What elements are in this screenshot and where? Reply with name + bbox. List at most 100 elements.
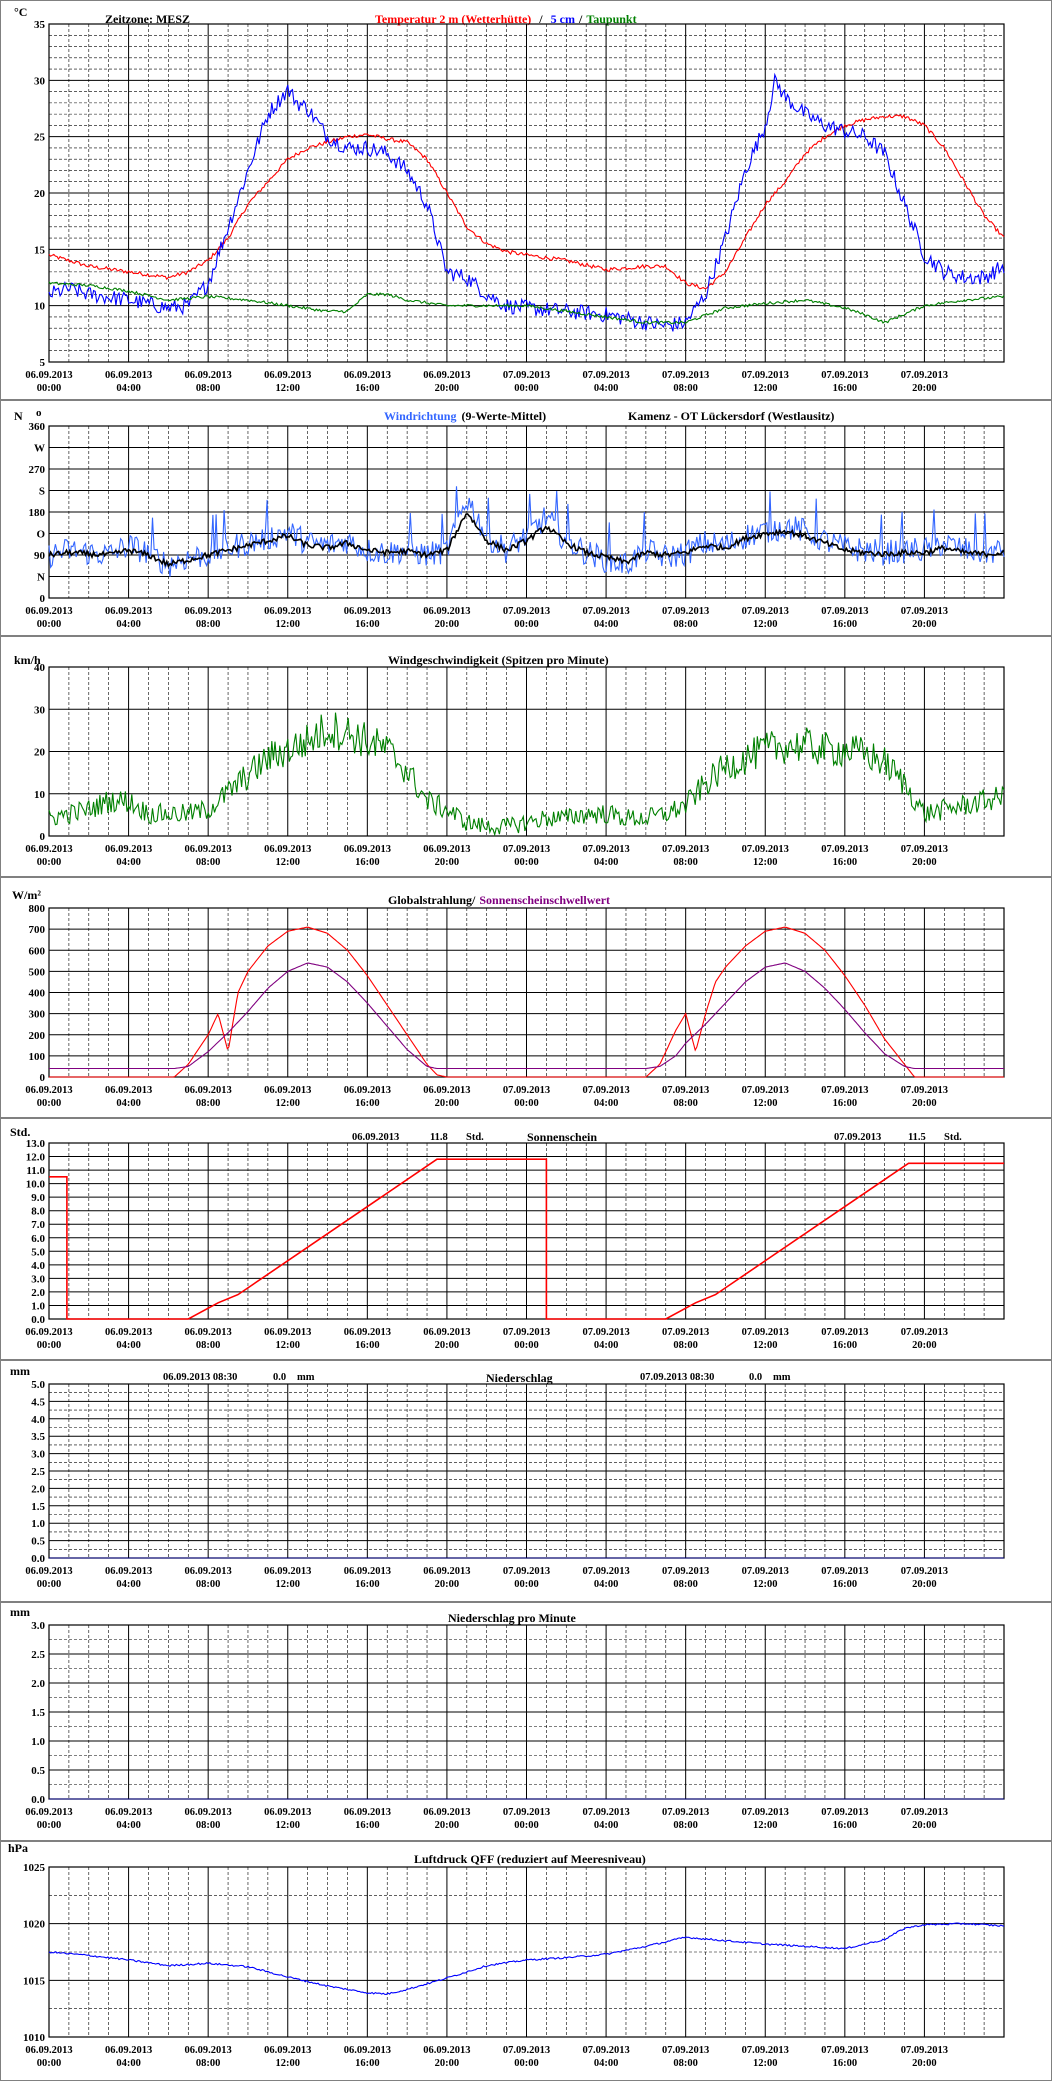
x-tick-time: 00:00	[37, 1098, 62, 1109]
wind-dir-title-blue: Windrichtung	[384, 409, 456, 423]
x-tick-time: 20:00	[912, 1098, 937, 1109]
plot-area	[48, 1142, 1005, 1320]
y-tick-label: 200	[29, 1030, 46, 1042]
x-tick-date: 07.09.2013	[582, 1327, 629, 1338]
y-tick-label: 1.0	[31, 1518, 45, 1530]
y-tick-label: 0	[40, 1072, 46, 1084]
x-tick-time: 12:00	[753, 619, 778, 630]
x-tick-date: 07.09.2013	[821, 844, 868, 855]
y-tick-label: 0.5	[31, 1765, 45, 1777]
x-tick-date: 07.09.2013	[821, 1566, 868, 1577]
grid	[48, 1624, 1005, 1800]
y-tick-label: 8.0	[31, 1206, 45, 1218]
panel-radiation: W/m² Globalstrahlung/Sonnenscheinschwell…	[0, 877, 1052, 1118]
x-tick-date: 07.09.2013	[503, 2045, 550, 2056]
x-tick-time: 16:00	[833, 619, 858, 630]
x-tick-time: 20:00	[912, 1340, 937, 1351]
y-tick-label: 3.5	[31, 1431, 45, 1443]
temp-title-green: Taupunkt	[586, 12, 636, 26]
x-tick-date: 07.09.2013	[582, 1807, 629, 1818]
x-tick-time: 12:00	[753, 857, 778, 868]
x-tick-date: 06.09.2013	[264, 1327, 311, 1338]
y-tick-label: 100	[29, 1051, 46, 1063]
y-tick-label: 0	[40, 831, 46, 843]
y-tick-label: 1015	[23, 1975, 46, 1987]
sunshine-sum1-value: 11.8	[430, 1132, 448, 1143]
x-tick-date: 06.09.2013	[264, 1085, 311, 1096]
x-tick-date: 06.09.2013	[105, 1085, 152, 1096]
panel-temperature: °C Zeitzone: MESZ Temperatur 2 m (Wetter…	[0, 0, 1052, 400]
x-tick-time: 04:00	[116, 1820, 141, 1831]
precip-sum2-label: 07.09.2013 08:30	[640, 1372, 714, 1383]
panel-wind-direction: N o Windrichtung (9-Werte-Mittel) Kamenz …	[0, 400, 1052, 636]
y-tick-label: 1010	[23, 2032, 46, 2044]
x-tick-date: 06.09.2013	[25, 370, 72, 381]
x-tick-time: 04:00	[594, 1820, 619, 1831]
y-tick-label: 5.0	[31, 1246, 45, 1258]
y-tick-label: 1.0	[31, 1300, 45, 1312]
x-tick-date: 07.09.2013	[503, 1327, 550, 1338]
sunshine-sum2-date: 07.09.2013	[834, 1132, 881, 1143]
x-tick-time: 20:00	[435, 1098, 460, 1109]
x-tick-time: 12:00	[753, 1579, 778, 1590]
y-tick-label: 2.5	[31, 1466, 45, 1478]
x-tick-time: 00:00	[37, 857, 62, 868]
x-tick-date: 06.09.2013	[423, 606, 470, 617]
x-tick-time: 16:00	[355, 619, 380, 630]
sunshine-sum1-unit: Std.	[466, 1132, 484, 1143]
plot-area	[48, 666, 1005, 837]
sunshine-sum2-unit: Std.	[944, 1132, 962, 1143]
sunshine-title: Sonnenschein	[527, 1130, 597, 1144]
x-tick-date: 06.09.2013	[185, 1327, 232, 1338]
y-tick-label: 600	[29, 945, 46, 957]
y-tick-label: 3.0	[31, 1273, 45, 1285]
sunshine-sum1-date: 06.09.2013	[352, 1132, 399, 1143]
y-tick-label: 30	[34, 704, 46, 716]
x-tick-date: 06.09.2013	[25, 844, 72, 855]
y-tick-label: 270	[29, 464, 46, 476]
x-tick-time: 00:00	[37, 619, 62, 630]
x-tick-time: 20:00	[912, 1820, 937, 1831]
y-tick-label: 5.0	[31, 1379, 45, 1391]
x-tick-date: 07.09.2013	[662, 606, 709, 617]
x-tick-date: 06.09.2013	[185, 2045, 232, 2056]
series-line-radiation-1	[49, 962, 1004, 1070]
y-tick-label: 2.0	[31, 1287, 45, 1299]
x-tick-time: 16:00	[833, 383, 858, 394]
x-tick-date: 06.09.2013	[25, 1085, 72, 1096]
x-tick-time: 20:00	[912, 857, 937, 868]
temp-title-sep2: /	[578, 12, 583, 26]
y-tick-label: 30	[34, 75, 46, 87]
x-tick-time: 16:00	[833, 1340, 858, 1351]
x-tick-date: 06.09.2013	[344, 370, 391, 381]
x-tick-date: 07.09.2013	[901, 1807, 948, 1818]
y-tick-label: 1.5	[31, 1707, 45, 1719]
x-tick-date: 07.09.2013	[503, 370, 550, 381]
x-tick-date: 07.09.2013	[662, 1807, 709, 1818]
wind-speed-unit-label: km/h	[14, 653, 41, 667]
x-tick-date: 07.09.2013	[582, 1566, 629, 1577]
x-tick-date: 07.09.2013	[901, 1566, 948, 1577]
x-tick-date: 06.09.2013	[185, 370, 232, 381]
y-tick-label: 300	[29, 1009, 46, 1021]
x-tick-date: 06.09.2013	[344, 1566, 391, 1577]
x-tick-date: 06.09.2013	[264, 2045, 311, 2056]
x-tick-time: 04:00	[116, 2058, 141, 2069]
x-tick-date: 07.09.2013	[901, 370, 948, 381]
x-tick-time: 12:00	[276, 619, 301, 630]
x-tick-time: 20:00	[435, 857, 460, 868]
x-tick-time: 08:00	[196, 857, 221, 868]
y-tick-label: 7.0	[31, 1219, 45, 1231]
temp-title-red: Temperatur 2 m (Wetterhütte)	[375, 12, 531, 26]
x-tick-date: 07.09.2013	[742, 1566, 789, 1577]
x-tick-date: 07.09.2013	[742, 1085, 789, 1096]
x-tick-date: 06.09.2013	[105, 1566, 152, 1577]
x-tick-time: 08:00	[196, 619, 221, 630]
y-tick-label: 800	[29, 903, 46, 915]
x-tick-time: 00:00	[514, 1340, 539, 1351]
y-tick-label: 10	[34, 301, 46, 313]
x-tick-date: 07.09.2013	[503, 606, 550, 617]
x-tick-date: 07.09.2013	[662, 1085, 709, 1096]
x-tick-time: 16:00	[833, 1579, 858, 1590]
x-tick-date: 07.09.2013	[503, 1807, 550, 1818]
